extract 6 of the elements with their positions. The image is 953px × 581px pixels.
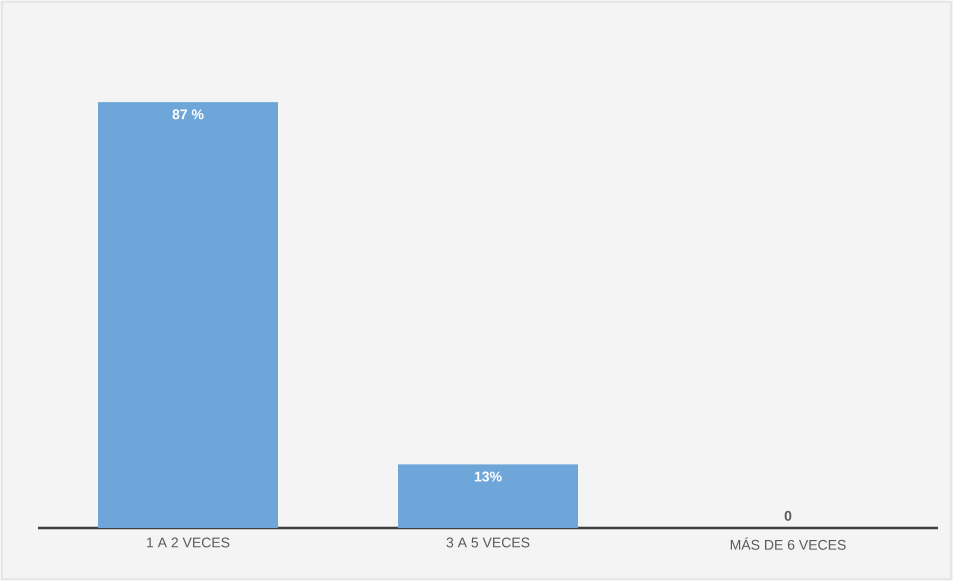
x-tick-label: 3 A 5 VECES (446, 538, 530, 548)
data-label: 87 % (172, 109, 204, 120)
data-label: 0 (784, 510, 792, 521)
x-tick-label: MÁS DE 6 VECES (730, 538, 846, 550)
x-tick-label: 1 A 2 VECES (147, 538, 230, 548)
data-label: 13% (474, 472, 502, 482)
